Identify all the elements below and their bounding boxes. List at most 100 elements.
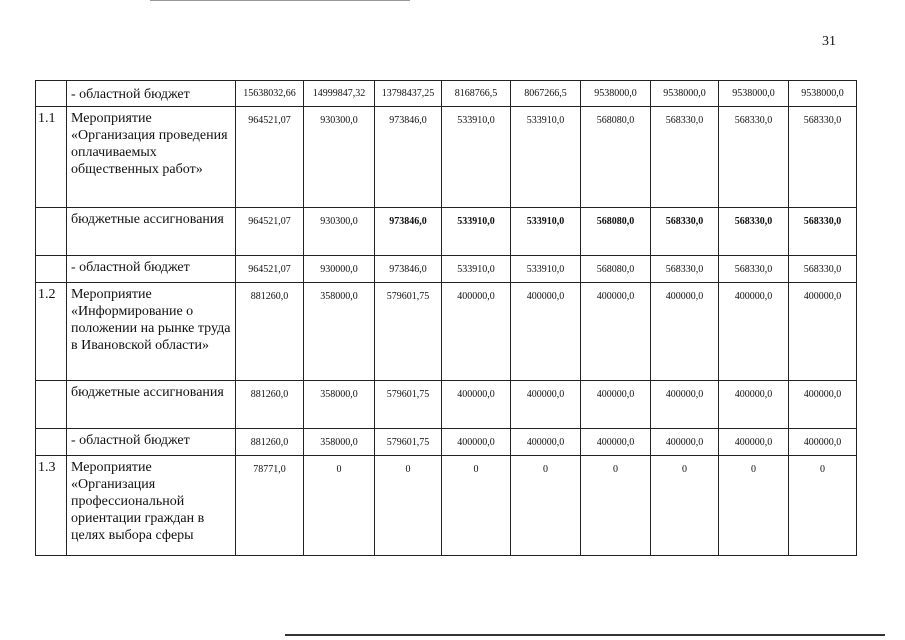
- value-cell: 358000,0: [303, 428, 375, 456]
- row-index: 1.1: [35, 106, 67, 208]
- value-cell: 964521,07: [235, 106, 304, 208]
- row-label: бюджетные ассигнования: [66, 207, 236, 256]
- value-cell: 358000,0: [303, 380, 375, 429]
- value-cell: 400000,0: [788, 380, 857, 429]
- row-index: 1.3: [35, 455, 67, 556]
- value-cell: 579601,75: [374, 282, 442, 381]
- value-cell: 14999847,32: [303, 80, 375, 107]
- value-cell: 400000,0: [650, 428, 719, 456]
- value-cell: 533910,0: [510, 207, 581, 256]
- value-cell: 400000,0: [441, 380, 511, 429]
- value-cell: 973846,0: [374, 207, 442, 256]
- scan-artifact-line: [150, 0, 410, 1]
- value-cell: 400000,0: [650, 380, 719, 429]
- value-cell: 568330,0: [718, 207, 789, 256]
- value-cell: 568080,0: [580, 255, 651, 283]
- value-cell: 400000,0: [718, 380, 789, 429]
- row-index: [35, 380, 67, 429]
- value-cell: 15638032,66: [235, 80, 304, 107]
- value-cell: 881260,0: [235, 428, 304, 456]
- value-cell: 579601,75: [374, 380, 442, 429]
- value-cell: 9538000,0: [650, 80, 719, 107]
- value-cell: 568330,0: [718, 106, 789, 208]
- value-cell: 0: [650, 455, 719, 556]
- value-cell: 568080,0: [580, 106, 651, 208]
- value-cell: 0: [510, 455, 581, 556]
- value-cell: 881260,0: [235, 380, 304, 429]
- value-cell: 533910,0: [441, 207, 511, 256]
- value-cell: 930300,0: [303, 207, 375, 256]
- value-cell: 0: [374, 455, 442, 556]
- value-cell: 568080,0: [580, 207, 651, 256]
- value-cell: 0: [303, 455, 375, 556]
- value-cell: 964521,07: [235, 255, 304, 283]
- budget-table: - областной бюджет 15638032,66 14999847,32…: [35, 80, 857, 556]
- value-cell: 400000,0: [718, 428, 789, 456]
- value-cell: 400000,0: [510, 282, 581, 381]
- row-index: 1.2: [35, 282, 67, 381]
- value-cell: 400000,0: [580, 380, 651, 429]
- value-cell: 568330,0: [718, 255, 789, 283]
- value-cell: 973846,0: [374, 106, 442, 208]
- table-row: 1.1 Мероприятие «Организация проведения о…: [35, 106, 857, 208]
- value-cell: 8067266,5: [510, 80, 581, 107]
- table-row: - областной бюджет 15638032,66 14999847,32…: [35, 80, 857, 107]
- table-row: бюджетные ассигнования 964521,07 930300,0 9…: [35, 207, 857, 256]
- table-row: - областной бюджет 881260,0 358000,0 579601…: [35, 428, 857, 456]
- value-cell: 0: [580, 455, 651, 556]
- value-cell: 400000,0: [580, 282, 651, 381]
- value-cell: 0: [788, 455, 857, 556]
- row-label: - областной бюджет: [66, 80, 236, 107]
- value-cell: 400000,0: [788, 282, 857, 381]
- value-cell: 400000,0: [510, 380, 581, 429]
- value-cell: 0: [441, 455, 511, 556]
- value-cell: 400000,0: [718, 282, 789, 381]
- value-cell: 9538000,0: [718, 80, 789, 107]
- value-cell: 568330,0: [788, 207, 857, 256]
- row-index: [35, 207, 67, 256]
- row-label: бюджетные ассигнования: [66, 380, 236, 429]
- value-cell: 930000,0: [303, 255, 375, 283]
- row-label: Мероприятие «Организация профессионально…: [66, 455, 236, 556]
- value-cell: 930300,0: [303, 106, 375, 208]
- value-cell: 568330,0: [788, 106, 857, 208]
- value-cell: 568330,0: [650, 106, 719, 208]
- table-row: 1.3 Мероприятие «Организация профессионал…: [35, 455, 857, 556]
- row-label: Мероприятие «Информирование о положении …: [66, 282, 236, 381]
- value-cell: 0: [718, 455, 789, 556]
- value-cell: 533910,0: [441, 106, 511, 208]
- value-cell: 400000,0: [650, 282, 719, 381]
- value-cell: 579601,75: [374, 428, 442, 456]
- row-index: [35, 80, 67, 107]
- value-cell: 973846,0: [374, 255, 442, 283]
- value-cell: 533910,0: [510, 106, 581, 208]
- value-cell: 400000,0: [510, 428, 581, 456]
- value-cell: 400000,0: [580, 428, 651, 456]
- page-number: 31: [822, 34, 836, 49]
- row-index: [35, 255, 67, 283]
- row-label: - областной бюджет: [66, 255, 236, 283]
- value-cell: 881260,0: [235, 282, 304, 381]
- value-cell: 78771,0: [235, 455, 304, 556]
- value-cell: 533910,0: [510, 255, 581, 283]
- value-cell: 400000,0: [441, 428, 511, 456]
- value-cell: 400000,0: [788, 428, 857, 456]
- value-cell: 9538000,0: [580, 80, 651, 107]
- value-cell: 8168766,5: [441, 80, 511, 107]
- value-cell: 568330,0: [650, 255, 719, 283]
- table-row: бюджетные ассигнования 881260,0 358000,0 57…: [35, 380, 857, 429]
- value-cell: 358000,0: [303, 282, 375, 381]
- value-cell: 533910,0: [441, 255, 511, 283]
- row-label: Мероприятие «Организация проведения опла…: [66, 106, 236, 208]
- value-cell: 568330,0: [788, 255, 857, 283]
- value-cell: 9538000,0: [788, 80, 857, 107]
- value-cell: 964521,07: [235, 207, 304, 256]
- row-index: [35, 428, 67, 456]
- table-row: - областной бюджет 964521,07 930000,0 97384…: [35, 255, 857, 283]
- table-row: 1.2 Мероприятие «Информирование о положен…: [35, 282, 857, 381]
- row-label: - областной бюджет: [66, 428, 236, 456]
- scan-artifact-line: [285, 634, 885, 636]
- value-cell: 568330,0: [650, 207, 719, 256]
- value-cell: 13798437,25: [374, 80, 442, 107]
- value-cell: 400000,0: [441, 282, 511, 381]
